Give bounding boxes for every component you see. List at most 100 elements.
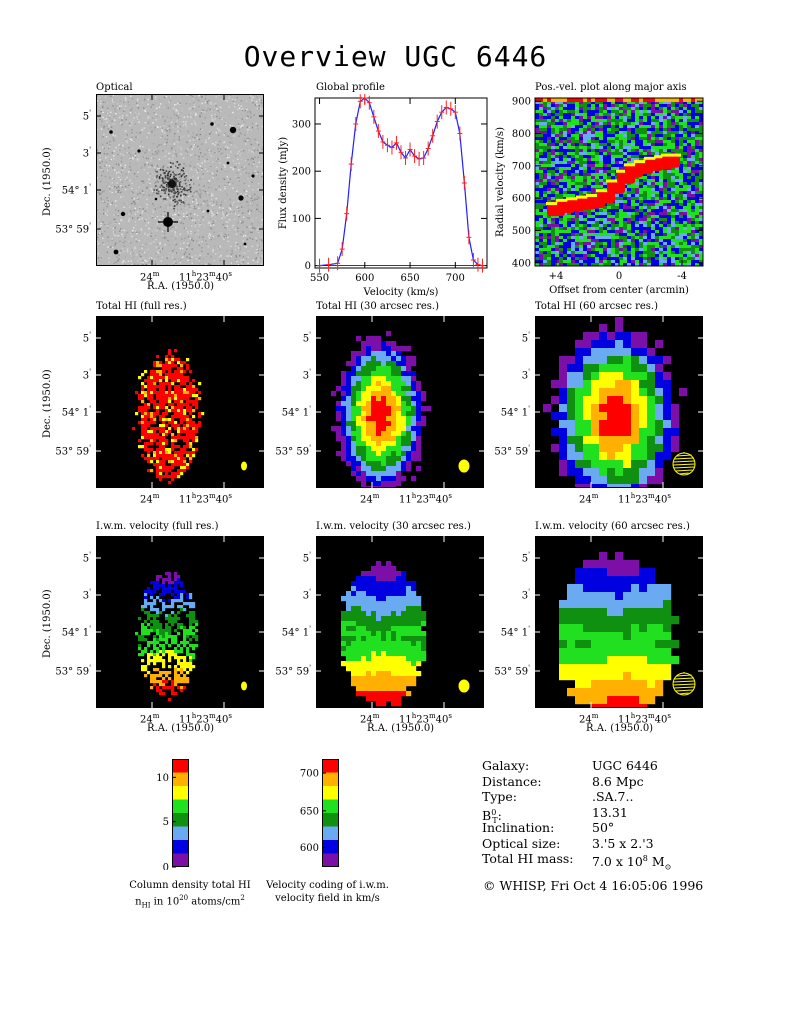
optical-panel-title: Optical (96, 82, 133, 93)
hi-30-map-svg (316, 316, 484, 488)
gp-xtick-label: 650 (401, 273, 420, 284)
map-pixels (132, 349, 205, 485)
map-frame (96, 536, 264, 708)
gp-ytick-label: 100 (292, 214, 311, 225)
gp-data-point (470, 252, 476, 267)
column-density-caption-line2: nHI in 1020 atoms/cm2 (105, 892, 275, 912)
pv-ytick-label: 400 (512, 258, 531, 269)
map-frame (535, 316, 703, 488)
gp-data-point (348, 157, 354, 172)
ra-tick-label: 11h23m40s (399, 492, 452, 506)
pv-plot-chart: 400 500 600 700 800 900 +4 0 -4 Offset from cente… (490, 94, 710, 299)
caption-end: atoms/cm (188, 896, 241, 908)
global-profile-chart: 550 600 650 700 0 100 200 300 Velocity (km/s) Flu… (276, 94, 491, 299)
galaxy-info-label: B0T: (482, 807, 502, 826)
colorbar-tick-label: 10 (156, 773, 169, 784)
gp-data-point (317, 258, 323, 273)
pv-noise-field (535, 98, 704, 267)
caption-sub: HI (141, 901, 151, 910)
galaxy-info-value: 50° (592, 820, 615, 835)
gp-data-point (430, 128, 436, 143)
colorbar-swatch (172, 840, 189, 854)
dec-tick-label: 5' (302, 551, 311, 565)
column-density-caption-line1: Column density total HI (129, 880, 251, 891)
colorbar-swatch (322, 772, 339, 786)
ra-tick-label: 24m (140, 492, 160, 506)
dec-tick-label: 53° 59' (494, 664, 530, 678)
colorbar-tick-label: 600 (300, 843, 319, 854)
gp-data-point (466, 230, 472, 245)
colorbar-tick-label: 0 (163, 863, 169, 871)
galaxy-info-row: Inclination: 50° (482, 820, 614, 836)
gp-data-point (380, 134, 386, 149)
dec-tick-label: 53° 59' (55, 222, 91, 236)
dec-tick-label: 54° 1' (61, 405, 91, 419)
ra-tick-label: 24m (360, 712, 380, 726)
colorbar-tick-label: 650 (300, 806, 319, 817)
gp-data-point (335, 256, 341, 271)
map-pixels (559, 552, 680, 708)
gp-data-point (389, 140, 395, 155)
galaxy-info-row: Total HI mass: 7.0 x 108 M⊙ (482, 851, 671, 872)
dec-tick-label: 53° 59' (494, 444, 530, 458)
gp-data-point (357, 94, 363, 109)
colorbar-swatch (322, 813, 339, 827)
gp-data-point (371, 109, 377, 124)
dec-tick-label: 5' (302, 331, 311, 345)
map-pixels (135, 572, 199, 702)
vel-30-title: I.w.m. velocity (30 arcsec res.) (316, 521, 471, 532)
ra-tick-label: 11h23m40s (179, 492, 232, 506)
global-profile-title: Global profile (316, 82, 385, 93)
column-density-colorbar-svg: 10 5 0 (156, 759, 189, 871)
galaxy-info-row: Optical size: 3.'5 x 2.'3 (482, 835, 654, 852)
caption-mid: in 10 (150, 896, 180, 908)
gp-data-point (457, 126, 463, 141)
galaxy-info-label: Optical size: (482, 835, 561, 851)
galaxy-info-label: Inclination: (482, 820, 555, 835)
ra-axis-label: R.A. (1950.0) (147, 281, 215, 292)
colorbar-tick-label: 5 (163, 817, 169, 828)
vel-full-map-svg (96, 536, 264, 708)
ra-tick-label: 11h23m40s (399, 712, 452, 726)
pv-ytick-label: 900 (512, 97, 531, 108)
beam-ellipse (458, 679, 470, 693)
velocity-caption-line2: velocity field in km/s (275, 893, 380, 904)
gp-ytick-label: 0 (305, 261, 311, 272)
galaxy-info-row: Type: .SA.7.. (482, 789, 633, 805)
gp-data-point (448, 101, 454, 116)
dec-tick-label: 5' (82, 551, 91, 565)
map-pixels (543, 316, 688, 488)
gp-frame (314, 97, 488, 269)
dec-tick-label: 54° 1' (500, 625, 530, 639)
caption-n: n (135, 896, 142, 908)
colorbar-swatch (322, 799, 339, 813)
galaxy-info-label: Type: (482, 789, 518, 804)
gp-data-point (425, 141, 431, 156)
galaxy-info-label: Total HI mass: (482, 851, 574, 866)
galaxy-info-value: UGC 6446 (592, 758, 658, 773)
gp-xlabel: Velocity (km/s) (363, 287, 439, 298)
colorbar-frame (322, 759, 339, 867)
dec-tick-label: 54° 1' (500, 405, 530, 419)
global-profile-svg: 550 600 650 700 0 100 200 300 Velocity (km/s) Flu… (278, 94, 488, 298)
beam-ellipse (241, 461, 247, 471)
ra-axis-label: R.A. (1950.0) (586, 723, 654, 734)
gp-data-point (421, 150, 427, 165)
velocity-caption-line1: Velocity coding of i.w.m. (266, 880, 389, 891)
dec-tick-label: 3' (82, 368, 91, 382)
colorbar-swatch (172, 772, 189, 786)
colorbar-swatch (322, 786, 339, 800)
optical-image (96, 94, 264, 266)
dec-tick-label: 5' (521, 331, 530, 345)
gp-ytick-label: 200 (292, 167, 311, 178)
gp-data-point (366, 95, 372, 110)
ra-tick-label: 24m (579, 712, 599, 726)
copyright-line: © WHISP, Fri Oct 4 16:05:06 1996 (483, 878, 704, 893)
gp-data-point (403, 150, 409, 165)
dec-tick-label: 3' (521, 588, 530, 602)
ra-tick-label: 11h23m40s (618, 712, 671, 726)
colorbar-swatch (322, 759, 339, 773)
gp-data-point (434, 114, 440, 129)
colorbar-swatch (172, 759, 189, 773)
dec-axis-label: Dec. (1950.0) (42, 369, 53, 438)
